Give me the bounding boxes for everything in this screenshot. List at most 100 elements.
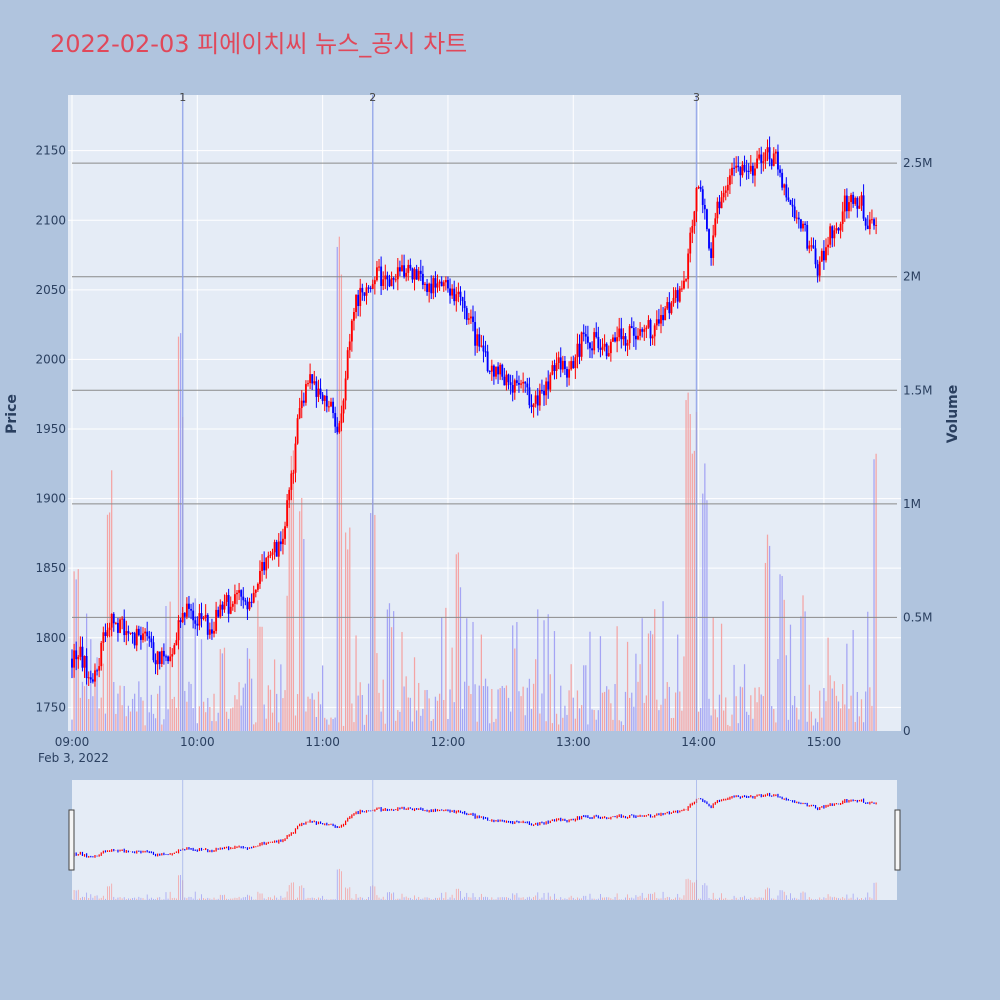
candle-body: [668, 302, 671, 314]
volume-bar: [393, 611, 395, 731]
volume-bar: [616, 626, 618, 731]
volume-bar: [637, 681, 639, 731]
volume-bar: [720, 623, 723, 731]
candle-body: [405, 272, 408, 277]
volume-bar: [269, 689, 272, 731]
y2-tick-label: 1M: [903, 497, 921, 511]
volume-bar: [839, 708, 842, 731]
volume-bar: [823, 688, 825, 731]
candle-body: [528, 387, 531, 406]
volume-bar: [359, 682, 361, 731]
candle-body: [492, 365, 495, 377]
candle-body: [382, 279, 385, 286]
candle-body: [637, 335, 639, 340]
range-slider-right-handle[interactable]: [894, 809, 901, 871]
candle-body: [240, 590, 243, 597]
candle-body: [294, 443, 297, 473]
candle-body: [210, 629, 213, 634]
candle-body: [146, 631, 149, 637]
candle-body: [451, 288, 454, 296]
candle-body: [561, 360, 564, 370]
chart-title: 2022-02-03 피에이치씨 뉴스_공시 차트: [50, 30, 468, 58]
volume-bar: [779, 574, 781, 731]
candle-body: [697, 187, 700, 189]
volume-bar: [681, 710, 683, 731]
candle-body: [718, 201, 721, 209]
candle-body: [743, 164, 746, 171]
candle-body: [555, 362, 558, 371]
volume-bar: [194, 598, 196, 731]
candle-body: [522, 381, 525, 384]
candle-body: [165, 656, 167, 658]
volume-bar: [409, 697, 411, 731]
candle-body: [551, 365, 554, 375]
candle-body: [597, 336, 600, 349]
candle-body: [215, 609, 218, 631]
candle-body: [236, 592, 238, 595]
volume-bar: [305, 711, 307, 731]
volume-bar: [846, 643, 848, 731]
candle-body: [749, 165, 752, 172]
candle-body: [599, 348, 602, 350]
volume-bar: [94, 665, 96, 731]
candle-body: [265, 557, 268, 571]
candle-body: [685, 279, 687, 281]
candle-body: [227, 595, 230, 614]
y-tick-label: 1800: [35, 631, 66, 645]
candle-body: [868, 219, 871, 230]
volume-bar: [833, 681, 835, 731]
candle-body: [474, 322, 477, 346]
volume-bar: [664, 698, 666, 731]
x-tick-label: 12:00: [431, 735, 466, 749]
candle-body: [624, 336, 627, 346]
candle-body: [394, 279, 397, 281]
candle-body: [591, 348, 594, 351]
volume-bar: [430, 720, 432, 731]
range-slider[interactable]: [72, 780, 897, 900]
volume-bar: [535, 659, 537, 731]
candle-body: [254, 589, 257, 593]
volume-bar: [756, 702, 758, 731]
candle-body: [739, 167, 742, 176]
volume-bar: [764, 562, 767, 731]
candle-body: [424, 283, 426, 285]
volume-bar: [614, 684, 616, 731]
volume-bar: [489, 723, 491, 731]
volume-bar: [869, 687, 871, 731]
candle-body: [350, 320, 353, 342]
volume-bar: [198, 706, 201, 731]
volume-bar: [509, 711, 512, 731]
volume-bar: [677, 634, 679, 731]
volume-bar: [117, 693, 119, 731]
candle-body: [411, 268, 414, 280]
volume-bar: [668, 686, 670, 731]
candle-body: [793, 206, 796, 219]
candle-body: [188, 603, 190, 609]
candle-body: [378, 266, 380, 268]
candle-body: [469, 316, 472, 319]
candle-body: [77, 656, 80, 660]
candle-body: [223, 601, 226, 610]
candle-body: [388, 279, 391, 287]
candle-body: [607, 353, 610, 357]
candle-body: [827, 244, 830, 248]
candle-body: [244, 600, 247, 602]
y2-tick-label: 0.5M: [903, 610, 932, 624]
candle-body: [117, 622, 119, 633]
range-slider-left-handle[interactable]: [68, 809, 75, 871]
volume-bar: [96, 657, 98, 731]
candle-body: [144, 631, 147, 634]
candle-body: [137, 628, 140, 636]
volume-bar: [332, 719, 334, 731]
volume-bar: [560, 685, 562, 731]
volume-bar: [159, 685, 161, 731]
candle-body: [325, 395, 328, 407]
volume-bar: [819, 690, 821, 731]
volume-bar: [537, 609, 539, 731]
volume-bar: [683, 656, 685, 731]
volume-bar: [512, 625, 514, 731]
volume-bar: [322, 665, 324, 731]
volume-bar: [725, 697, 727, 731]
candle-body: [762, 161, 765, 163]
